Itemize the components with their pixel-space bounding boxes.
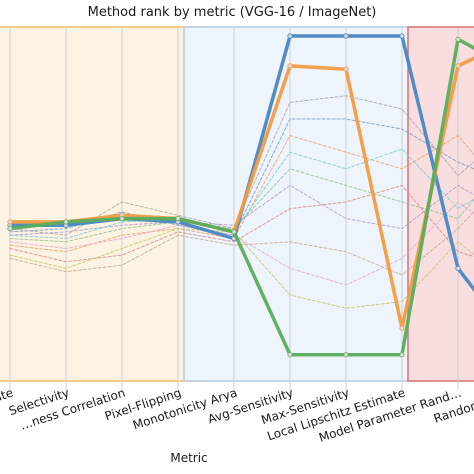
series-point-2-0 <box>7 225 13 232</box>
series-point-1-5 <box>287 63 293 69</box>
series-line-11 <box>9 228 474 309</box>
series-line-7 <box>9 184 474 236</box>
series-point-0-6 <box>343 33 349 39</box>
series-point-0-8 <box>455 265 461 271</box>
series-point-2-2 <box>119 216 125 222</box>
x-axis-label: Metric <box>170 451 207 465</box>
series-lines <box>7 33 474 358</box>
series-point-2-3 <box>175 216 181 222</box>
series-point-1-0 <box>7 219 13 225</box>
series-point-2-7 <box>399 352 405 358</box>
series-point-2-5 <box>287 352 293 358</box>
series-line-9 <box>9 201 474 286</box>
group-band-0 <box>0 26 207 382</box>
series-point-2-1 <box>63 219 69 225</box>
series-line-6 <box>9 184 474 263</box>
series-point-1-7 <box>399 325 405 331</box>
series-point-0-5 <box>287 33 293 39</box>
series-point-2-8 <box>455 36 461 42</box>
series-line-5 <box>9 168 474 243</box>
group-bands <box>0 26 474 382</box>
series-point-2-4 <box>231 229 237 235</box>
series-line-10 <box>9 95 474 236</box>
series-line-12 <box>9 148 474 239</box>
series-line-8 <box>9 210 474 276</box>
chart-title: Method rank by metric (VGG-16 / ImageNet… <box>88 5 377 20</box>
series-line-4 <box>9 135 474 253</box>
group-band-1 <box>183 26 431 382</box>
series-point-1-8 <box>455 63 461 69</box>
series-point-1-6 <box>343 66 349 72</box>
series-point-0-7 <box>399 33 405 39</box>
series-point-2-6 <box>343 352 349 358</box>
